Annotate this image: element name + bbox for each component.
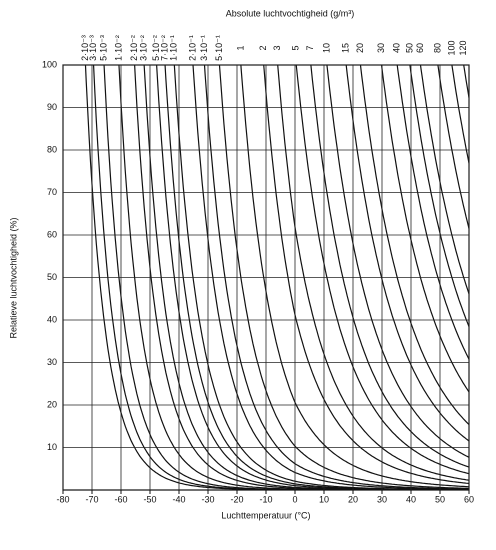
y-tick-label: 80 xyxy=(47,144,57,154)
isoline-label: 2 xyxy=(258,45,268,50)
chart-title: Absolute luchtvochtigheid (g/m³) xyxy=(226,8,355,18)
x-tick-label: 40 xyxy=(406,494,416,504)
isoline xyxy=(192,65,469,490)
y-tick-label: 70 xyxy=(47,187,57,197)
isoline-label: 15 xyxy=(341,43,351,53)
isoline-label: 7 xyxy=(305,45,315,50)
isoline-label: 30 xyxy=(376,43,386,53)
isoline xyxy=(156,65,469,490)
isoline xyxy=(451,65,469,164)
y-tick-label: 20 xyxy=(47,399,57,409)
isoline-label: 2·10⁻¹ xyxy=(187,35,197,61)
x-tick-label: -50 xyxy=(143,494,156,504)
isoline xyxy=(218,65,469,489)
isoline xyxy=(359,65,469,426)
isoline-label: 120 xyxy=(458,40,468,55)
y-tick-label: 60 xyxy=(47,229,57,239)
isoline-label: 5·10⁻² xyxy=(151,35,161,61)
y-tick-label: 10 xyxy=(47,442,57,452)
x-axis-title: Luchttemperatuur (°C) xyxy=(221,510,310,520)
y-tick-label: 90 xyxy=(47,102,57,112)
isoline xyxy=(380,65,469,393)
isoline xyxy=(240,65,469,488)
isoline-label: 1·10⁻¹ xyxy=(169,35,179,61)
x-tick-label: 50 xyxy=(435,494,445,504)
curves xyxy=(84,65,469,490)
isoline xyxy=(295,65,469,475)
isoline-label: 10 xyxy=(321,43,331,53)
isoline xyxy=(173,65,469,490)
isoline-label: 100 xyxy=(446,40,456,55)
isoline xyxy=(134,65,469,490)
x-tick-label: 60 xyxy=(464,494,474,504)
isoline xyxy=(310,65,469,468)
isoline-label: 3 xyxy=(272,45,282,50)
isoline-label: 2·10⁻³ xyxy=(80,35,90,61)
isoline xyxy=(326,65,469,458)
x-tick-label: 30 xyxy=(377,494,387,504)
isoline xyxy=(118,65,469,490)
isoline-label: 60 xyxy=(415,43,425,53)
x-tick-label: -80 xyxy=(56,494,69,504)
x-tick-label: -20 xyxy=(230,494,243,504)
isoline-label: 20 xyxy=(355,43,365,53)
x-tick-label: 0 xyxy=(292,494,297,504)
isoline xyxy=(396,65,469,360)
x-tick-label: -60 xyxy=(114,494,127,504)
isoline-label: 5·10⁻¹ xyxy=(214,35,224,61)
x-tick-label: 20 xyxy=(348,494,358,504)
isoline-label: 5 xyxy=(291,45,301,50)
x-tick-label: -40 xyxy=(172,494,185,504)
isoline-label: 5·10⁻³ xyxy=(98,35,108,61)
isoline-label: 1 xyxy=(235,45,245,50)
y-tick-label: 40 xyxy=(47,314,57,324)
isoline xyxy=(84,65,469,490)
isoline xyxy=(263,65,469,485)
isoline-label: 40 xyxy=(392,43,402,53)
isoline xyxy=(345,65,469,442)
isoline-label: 80 xyxy=(432,43,442,53)
isoline xyxy=(203,65,469,490)
isoline-label: 1·10⁻² xyxy=(113,35,123,61)
x-tick-label: -30 xyxy=(201,494,214,504)
y-tick-label: 30 xyxy=(47,357,57,367)
isoline-label: 7·10⁻² xyxy=(159,35,169,61)
isoline xyxy=(103,65,469,490)
isoline-label: 3·10⁻² xyxy=(138,35,148,61)
x-tick-label: -70 xyxy=(85,494,98,504)
y-tick-label: 100 xyxy=(42,59,57,69)
x-tick-label: 10 xyxy=(319,494,329,504)
x-tick-label: -10 xyxy=(259,494,272,504)
isoline xyxy=(419,65,469,295)
y-axis-title: Relatieve luchtvochtigheid (%) xyxy=(8,217,18,338)
isoline-label: 3·10⁻³ xyxy=(88,35,98,61)
isoline-label: 2·10⁻² xyxy=(129,35,139,61)
y-tick-label: 50 xyxy=(47,272,57,282)
isoline xyxy=(277,65,469,481)
isoline-label: 50 xyxy=(404,43,414,53)
isoline-label: 3·10⁻¹ xyxy=(199,35,209,61)
isoline xyxy=(409,65,469,327)
